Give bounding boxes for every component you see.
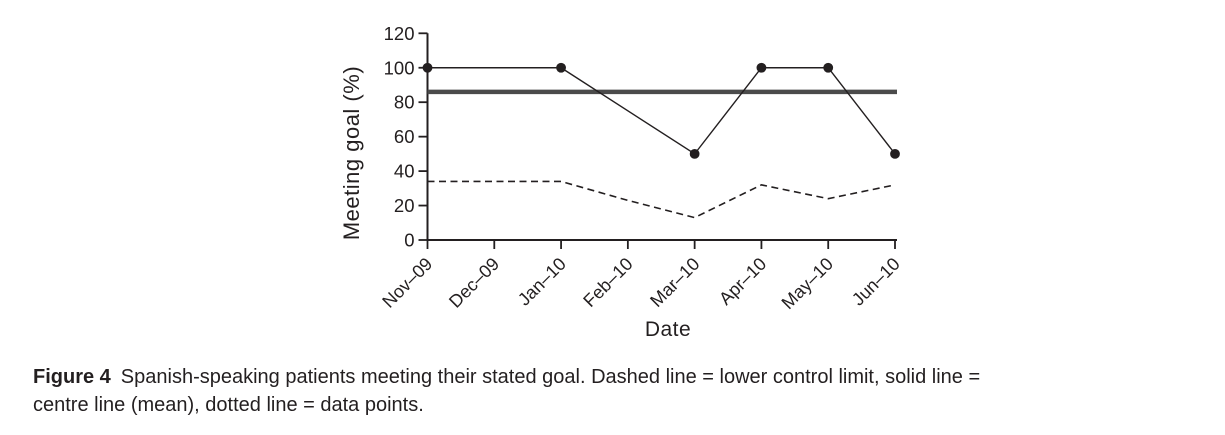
caption-line1-text: Spanish-speaking patients meeting their … xyxy=(120,366,981,388)
caption-figure-label: Figure 4 xyxy=(33,366,111,388)
lower-control-limit-line xyxy=(427,180,896,219)
x-tick-label: Feb–10 xyxy=(579,254,636,311)
data-point-marker xyxy=(556,62,566,73)
data-point-marker xyxy=(823,62,834,73)
x-tick-label: Mar–10 xyxy=(646,254,703,311)
y-tick-label: 0 xyxy=(404,230,414,251)
x-axis-label: Date xyxy=(644,318,692,341)
y-tick-label: 40 xyxy=(394,161,415,182)
x-tick-label: Dec–09 xyxy=(445,254,503,312)
y-tick-label: 80 xyxy=(394,92,415,113)
y-tick-label: 100 xyxy=(384,57,415,78)
data-points-line xyxy=(427,67,896,155)
y-tick-label: 120 xyxy=(384,23,415,44)
y-tick-label: 20 xyxy=(394,195,415,216)
y-axis-label: Meeting goal (%) xyxy=(339,65,364,241)
caption-line-2: centre line (mean), dotted line = data p… xyxy=(33,394,424,416)
data-point-marker xyxy=(422,62,433,73)
x-tick-label: Jan–10 xyxy=(514,254,570,310)
figure-caption: Figure 4 Spanish-speaking patients meetin… xyxy=(33,363,1173,419)
x-tick-label: Nov–09 xyxy=(378,254,436,312)
data-point-marker xyxy=(890,148,900,159)
x-tick-label: Apr–10 xyxy=(715,254,770,309)
x-tick-label: Jun–10 xyxy=(848,254,904,310)
caption-line-1: Figure 4 Spanish-speaking patients meetin… xyxy=(33,363,1173,391)
x-tick-label: May–10 xyxy=(778,254,837,313)
y-tick-label: 60 xyxy=(394,126,415,147)
data-point-marker xyxy=(756,62,767,73)
data-point-marker xyxy=(689,148,700,159)
